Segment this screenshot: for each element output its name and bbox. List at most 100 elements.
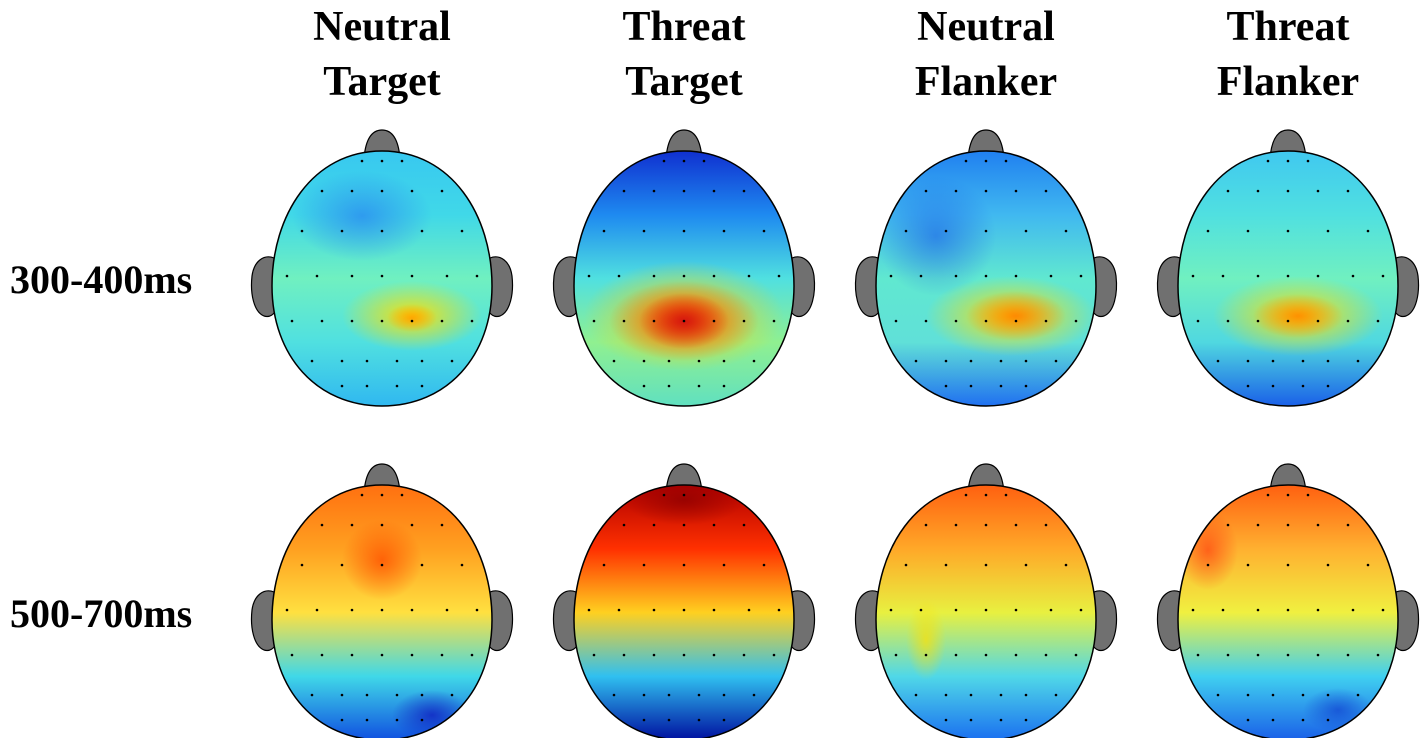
electrode <box>1055 694 1058 697</box>
electrode <box>683 320 686 323</box>
electrode <box>1327 564 1330 567</box>
electrode <box>1287 230 1290 233</box>
electrode <box>623 524 626 527</box>
electrode <box>366 385 369 388</box>
electrode <box>723 694 726 697</box>
electrode <box>895 320 898 323</box>
electrode <box>743 190 746 193</box>
electrode <box>421 694 424 697</box>
electrode <box>1287 494 1290 497</box>
electrode <box>1000 385 1003 388</box>
electrode <box>341 694 344 697</box>
electrode <box>451 694 454 697</box>
electrode <box>351 190 354 193</box>
electrode <box>945 230 948 233</box>
electrode <box>1347 190 1350 193</box>
electrode <box>1287 320 1290 323</box>
electrode <box>1272 694 1275 697</box>
electrode <box>471 654 474 657</box>
electrode <box>1192 275 1195 278</box>
column-header: Flanker <box>1217 59 1359 105</box>
electrode <box>1267 494 1270 497</box>
electrode <box>890 609 893 612</box>
electrode <box>643 694 646 697</box>
electrode <box>985 190 988 193</box>
electrode <box>1317 190 1320 193</box>
column-header: Threat <box>1227 4 1350 50</box>
electrode <box>381 160 384 163</box>
electrode <box>723 230 726 233</box>
electrode <box>1382 609 1385 612</box>
electrode <box>1192 609 1195 612</box>
electrode <box>1307 494 1310 497</box>
electrode <box>713 524 716 527</box>
electrode <box>955 320 958 323</box>
electrode <box>476 609 479 612</box>
electrode <box>1327 230 1330 233</box>
electrode <box>623 190 626 193</box>
electrode <box>366 719 369 722</box>
electrode <box>1000 694 1003 697</box>
electrode <box>421 564 424 567</box>
electrode <box>1287 190 1290 193</box>
electrode <box>778 609 781 612</box>
electrode <box>381 564 384 567</box>
electrode <box>653 609 656 612</box>
electrode <box>411 609 414 612</box>
electrode <box>1307 160 1310 163</box>
topomap <box>1158 130 1419 406</box>
electrode <box>723 385 726 388</box>
electrode <box>920 609 923 612</box>
topomap-grid <box>252 130 1419 738</box>
electrode <box>381 230 384 233</box>
electrode <box>1222 609 1225 612</box>
activation-blob <box>1303 688 1373 732</box>
electrode <box>653 320 656 323</box>
electrode <box>1247 385 1250 388</box>
electrode <box>341 564 344 567</box>
electrode <box>683 564 686 567</box>
electrode <box>965 494 968 497</box>
electrode <box>698 385 701 388</box>
electrode <box>890 275 893 278</box>
electrode <box>1302 385 1305 388</box>
electrode <box>1247 694 1250 697</box>
electrode <box>743 654 746 657</box>
electrode <box>1287 524 1290 527</box>
electrode <box>1377 320 1380 323</box>
electrode <box>351 320 354 323</box>
electrode <box>1257 190 1260 193</box>
electrode <box>291 654 294 657</box>
electrode <box>1347 320 1350 323</box>
electrode <box>945 360 948 363</box>
electrode <box>461 564 464 567</box>
electrode <box>411 524 414 527</box>
electrode <box>1302 694 1305 697</box>
electrode <box>753 694 756 697</box>
electrode <box>1045 654 1048 657</box>
electrode <box>1025 360 1028 363</box>
electrode <box>316 275 319 278</box>
electrode <box>778 275 781 278</box>
electrode <box>1247 360 1250 363</box>
electrode <box>1287 564 1290 567</box>
electrode <box>588 275 591 278</box>
activation-blob <box>292 171 432 261</box>
electrode <box>763 230 766 233</box>
electrode <box>623 654 626 657</box>
electrode <box>1287 275 1290 278</box>
electrode <box>643 719 646 722</box>
electrode <box>773 320 776 323</box>
electrode <box>1207 230 1210 233</box>
electrode <box>985 494 988 497</box>
electrode <box>698 719 701 722</box>
electrode <box>985 564 988 567</box>
electrode <box>381 609 384 612</box>
electrode <box>1247 230 1250 233</box>
activation-blob <box>1178 510 1238 590</box>
electrode <box>1045 190 1048 193</box>
electrode <box>351 524 354 527</box>
electrode <box>1327 385 1330 388</box>
column-header: Flanker <box>915 59 1057 105</box>
electrode <box>1080 609 1083 612</box>
